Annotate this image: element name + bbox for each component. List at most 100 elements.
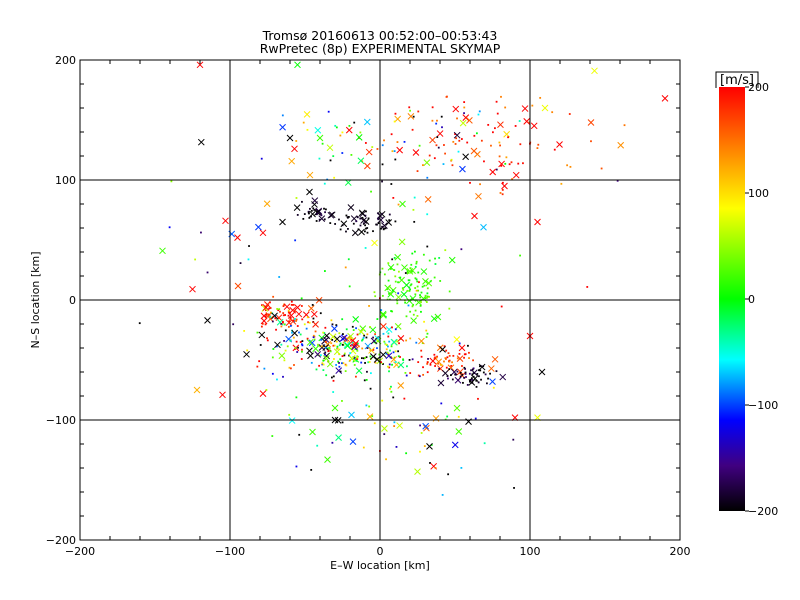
colorbar-tick-label: 200	[748, 81, 769, 94]
data-point-cross	[394, 115, 402, 123]
data-point	[306, 316, 309, 319]
data-point	[468, 372, 471, 375]
data-point	[296, 214, 299, 216]
data-point	[456, 370, 459, 373]
data-point	[271, 320, 274, 323]
data-point-cross	[331, 404, 339, 412]
data-point	[401, 287, 404, 290]
data-point	[438, 367, 441, 370]
data-point-cross	[328, 211, 336, 219]
data-point	[428, 259, 431, 262]
data-point	[318, 218, 321, 221]
data-point	[387, 279, 390, 282]
data-point	[454, 143, 457, 145]
data-point	[463, 376, 465, 379]
data-point	[336, 347, 339, 350]
data-point	[498, 155, 501, 158]
data-point	[294, 310, 296, 312]
data-point	[416, 170, 419, 172]
data-point	[394, 280, 397, 283]
data-point	[347, 227, 349, 230]
data-point	[394, 361, 397, 363]
data-point	[508, 163, 511, 166]
data-point	[393, 150, 396, 153]
data-point	[460, 466, 463, 469]
data-point	[322, 369, 325, 372]
data-point	[312, 207, 315, 210]
data-point	[419, 450, 421, 453]
data-point	[338, 218, 340, 221]
data-point	[387, 352, 390, 355]
data-point-cross	[398, 238, 406, 246]
data-point	[424, 297, 427, 300]
data-point	[500, 305, 503, 308]
data-point	[194, 258, 197, 261]
colorbar-tick-label: −100	[748, 399, 778, 412]
data-point-cross	[480, 223, 487, 231]
data-point	[364, 214, 367, 217]
data-point	[415, 262, 418, 265]
data-point-cross	[420, 268, 428, 275]
data-point	[321, 363, 324, 366]
data-point	[339, 228, 342, 231]
data-point	[437, 362, 440, 365]
data-point-cross	[335, 367, 343, 374]
data-point-cross	[204, 317, 211, 324]
data-point	[360, 357, 363, 360]
x-axis-label: E–W location [km]	[330, 559, 430, 572]
data-point	[303, 323, 306, 326]
data-point-cross	[312, 321, 319, 328]
data-point	[341, 152, 344, 154]
data-point	[264, 309, 267, 312]
data-point-cross	[410, 317, 418, 325]
data-point	[372, 336, 374, 339]
data-point	[339, 134, 342, 137]
data-point	[290, 300, 293, 303]
data-point	[320, 214, 323, 217]
data-point	[366, 227, 369, 229]
data-point	[390, 390, 393, 393]
data-point	[468, 357, 470, 359]
data-point	[378, 353, 381, 356]
data-point	[377, 218, 380, 221]
data-point-cross	[306, 339, 314, 346]
data-point-cross	[295, 310, 303, 318]
data-point-cross	[314, 126, 322, 134]
data-point	[426, 287, 429, 290]
data-point	[291, 331, 293, 334]
data-point	[381, 267, 384, 270]
data-point	[590, 140, 592, 143]
data-point	[306, 128, 309, 131]
data-point	[420, 310, 422, 313]
data-point-cross	[432, 415, 440, 422]
data-point	[243, 330, 246, 332]
data-point	[349, 352, 352, 354]
data-point-cross	[243, 350, 250, 358]
data-point-cross	[329, 333, 337, 341]
data-point-cross	[489, 378, 496, 385]
data-point	[383, 433, 386, 436]
data-point	[261, 304, 263, 307]
data-point-cross	[436, 130, 444, 137]
data-point	[296, 325, 299, 327]
data-point-cross	[307, 305, 315, 312]
data-point-cross	[318, 215, 326, 223]
data-point	[382, 228, 385, 231]
data-point	[388, 370, 390, 373]
data-point-cross	[617, 141, 625, 149]
data-point	[295, 140, 298, 142]
data-point	[410, 263, 413, 266]
data-point	[341, 355, 344, 358]
data-point-cross	[291, 329, 298, 337]
data-point	[246, 349, 249, 352]
data-point-cross	[541, 104, 549, 112]
data-point-cross	[308, 339, 316, 347]
data-point	[410, 283, 413, 286]
data-point	[280, 343, 283, 346]
data-point	[356, 358, 359, 360]
data-point	[417, 374, 420, 377]
data-point-cross	[453, 404, 461, 412]
data-point	[412, 313, 415, 316]
data-point-cross	[351, 343, 358, 351]
data-point	[386, 344, 388, 346]
